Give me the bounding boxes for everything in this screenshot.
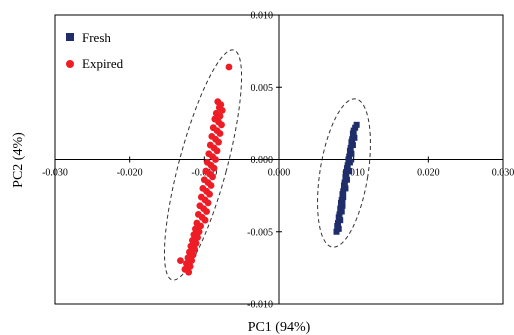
point-expired — [218, 106, 226, 114]
point-expired — [210, 164, 218, 172]
y-tick-label: -0.010 — [247, 300, 273, 311]
x-tick-label: -0.030 — [42, 168, 68, 179]
point-expired — [186, 263, 194, 270]
point-expired — [216, 130, 224, 137]
point-expired — [218, 121, 225, 129]
x-tick-label: 0.000 — [268, 168, 291, 179]
point-fresh — [341, 179, 348, 186]
ellipse-expired — [163, 49, 243, 281]
point-fresh — [351, 134, 358, 141]
point-expired — [194, 234, 202, 241]
x-axis-title: PC1 (94%) — [248, 320, 311, 335]
axes — [54, 14, 504, 305]
point-expired — [201, 216, 209, 224]
point-fresh — [339, 199, 346, 206]
y-tick-label: 0.010 — [251, 11, 274, 22]
point-fresh — [333, 228, 340, 235]
point-expired — [204, 199, 212, 207]
point-expired — [215, 138, 222, 146]
legend: Fresh Expired — [66, 30, 124, 71]
point-expired — [189, 251, 197, 259]
x-tick-label: -0.020 — [117, 168, 143, 179]
y-tick-label: 0.005 — [251, 83, 274, 94]
point-expired — [225, 63, 233, 71]
tick-labels: -0.030 -0.020 -0.010 0.000 0.010 0.020 0.030 0.… — [42, 11, 514, 311]
ellipse-fresh — [317, 98, 371, 248]
y-tick-label: 0.000 — [251, 155, 274, 166]
point-expired — [207, 182, 215, 189]
y-tick-label: -0.005 — [247, 227, 273, 238]
legend-label-fresh: Fresh — [82, 30, 111, 45]
legend-label-expired: Expired — [82, 56, 124, 71]
point-expired — [188, 257, 196, 265]
point-expired — [206, 190, 213, 198]
point-expired — [185, 268, 193, 276]
point-expired — [197, 222, 205, 230]
x-tick-label: 0.020 — [417, 168, 440, 179]
y-axis-title: PC2 (4%) — [11, 132, 26, 188]
point-expired — [195, 228, 203, 236]
legend-marker-fresh — [66, 33, 74, 41]
x-tick-label: 0.010 — [342, 168, 365, 179]
legend-marker-expired — [66, 60, 74, 68]
point-expired — [203, 208, 210, 215]
x-tick-label: 0.030 — [492, 168, 514, 179]
confidence-ellipses — [163, 49, 371, 281]
point-expired — [191, 245, 199, 253]
data-points — [177, 63, 360, 276]
point-expired — [216, 112, 224, 120]
point-expired — [212, 156, 219, 163]
point-expired — [192, 239, 200, 247]
point-fresh — [346, 168, 353, 175]
point-expired — [177, 257, 184, 265]
point-expired — [213, 147, 221, 155]
point-expired — [209, 173, 216, 181]
